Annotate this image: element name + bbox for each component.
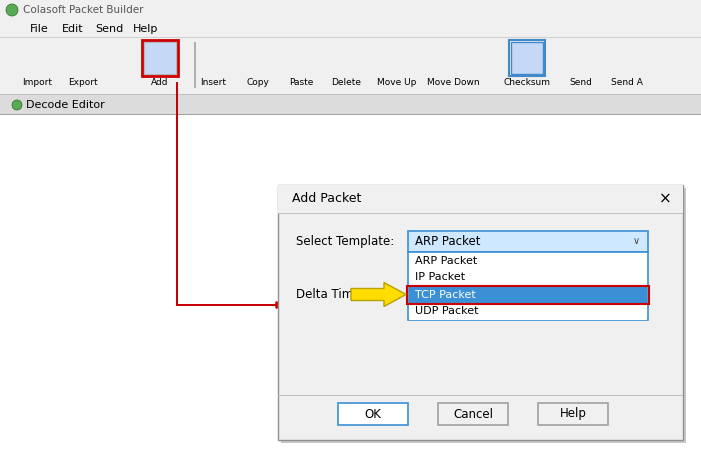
Text: TCP Packet: TCP Packet [415,290,476,300]
Text: File: File [30,24,49,34]
Bar [439,44,467,72]
Text: ∨: ∨ [632,237,639,247]
Bar [409,286,647,302]
Bar [0,20,701,38]
Bar [338,403,408,425]
Text: Cancel: Cancel [453,408,493,420]
Bar [194,42,196,88]
Text: Delete: Delete [331,78,361,87]
Bar [278,185,683,213]
Circle shape [12,100,22,110]
Bar [278,213,683,214]
Bar [538,403,608,425]
Text: UDP Packet: UDP Packet [415,306,479,316]
Bar [407,286,649,304]
Bar [199,44,227,72]
Text: Checksum: Checksum [503,78,550,87]
Text: Colasoft Packet Builder: Colasoft Packet Builder [23,5,144,15]
Text: Select Template:: Select Template: [296,235,394,247]
Text: Add: Add [151,78,169,87]
Bar [69,44,97,72]
Bar [332,44,360,72]
Text: OK: OK [365,408,381,420]
Circle shape [6,4,18,16]
Bar [408,231,648,252]
Bar [144,42,176,74]
Text: Delta Time:: Delta Time: [296,288,365,301]
Bar [281,188,686,443]
Polygon shape [351,282,406,306]
Text: Help: Help [559,408,587,420]
Bar [0,114,701,115]
Bar [278,185,683,440]
Bar [278,395,683,396]
Text: Help: Help [133,24,158,34]
Text: IP Packet: IP Packet [415,272,465,282]
Text: Move Up: Move Up [377,78,416,87]
Bar [244,44,272,72]
Bar [142,40,178,76]
Text: Insert: Insert [200,78,226,87]
Bar [509,40,545,76]
Text: Edit: Edit [62,24,83,34]
Bar [383,44,411,72]
Text: Move Down: Move Down [427,78,479,87]
Bar [176,82,177,305]
Bar [0,95,701,115]
Bar [0,37,701,38]
Bar [0,115,701,454]
Text: Send: Send [569,78,592,87]
Bar [408,252,648,320]
Bar [613,44,641,72]
Bar [409,304,647,320]
Bar [438,403,508,425]
Text: ×: × [659,192,672,207]
Bar [287,44,315,72]
Bar [0,94,701,95]
Text: Send A: Send A [611,78,643,87]
Bar [0,38,701,95]
Bar [567,44,595,72]
Text: Paste: Paste [289,78,313,87]
Bar [176,304,285,306]
Text: ARP Packet: ARP Packet [415,235,480,248]
Bar [409,270,647,286]
Text: Import: Import [22,78,52,87]
Text: Export: Export [68,78,98,87]
Text: Send: Send [95,24,123,34]
Bar [0,0,701,20]
Text: ARP Packet: ARP Packet [415,256,477,266]
Text: Decode Editor: Decode Editor [26,100,104,110]
Bar [511,42,543,74]
Text: Copy: Copy [247,78,269,87]
Bar [409,252,647,268]
Text: Add Packet: Add Packet [292,192,362,206]
Bar [23,44,51,72]
